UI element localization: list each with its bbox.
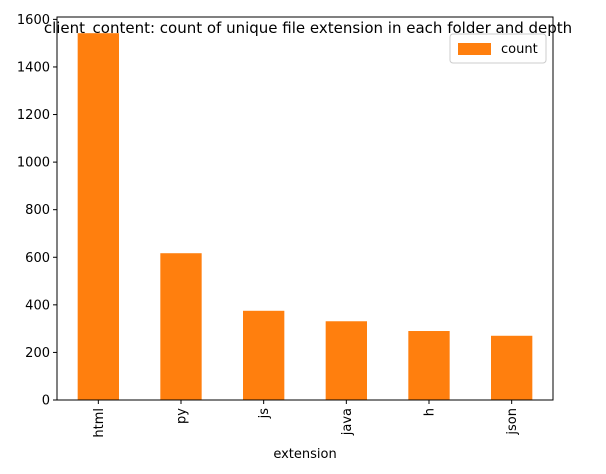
chart-title: client_content: count of unique file ext… [44,19,572,38]
x-axis-label: extension [273,447,336,462]
y-tick-label: 600 [25,251,50,266]
bar-java [325,321,367,400]
y-tick-label: 1000 [17,156,50,171]
plot-frame [56,16,554,401]
y-tick-label: 800 [25,203,50,218]
x-axis: html py js java h json [92,400,520,438]
y-tick-label: 1400 [17,60,50,75]
x-tick-label-html: html [92,408,107,438]
y-tick-label: 0 [42,394,50,409]
x-tick-label-json: json [505,408,520,436]
x-tick-label-py: py [175,408,190,424]
x-tick-label-h: h [423,408,438,416]
bar-h [408,331,450,400]
legend: count [449,33,547,64]
x-tick-label-java: java [340,408,355,436]
legend-box [449,33,547,64]
y-tick-label: 1200 [17,108,50,123]
bars-layer [77,33,533,401]
x-tick-label-js: js [257,408,272,420]
legend-label: count [501,42,538,57]
bar-js [243,310,285,400]
y-tick-label: 400 [25,298,50,313]
bar-py [160,253,202,400]
y-tick-label: 1600 [17,13,50,28]
y-tick-label: 200 [25,346,50,361]
bar-html [77,33,119,401]
legend-swatch [458,43,491,55]
bar-json [491,335,533,400]
y-axis: 0 200 400 600 800 1000 1200 1400 1600 [17,13,57,409]
